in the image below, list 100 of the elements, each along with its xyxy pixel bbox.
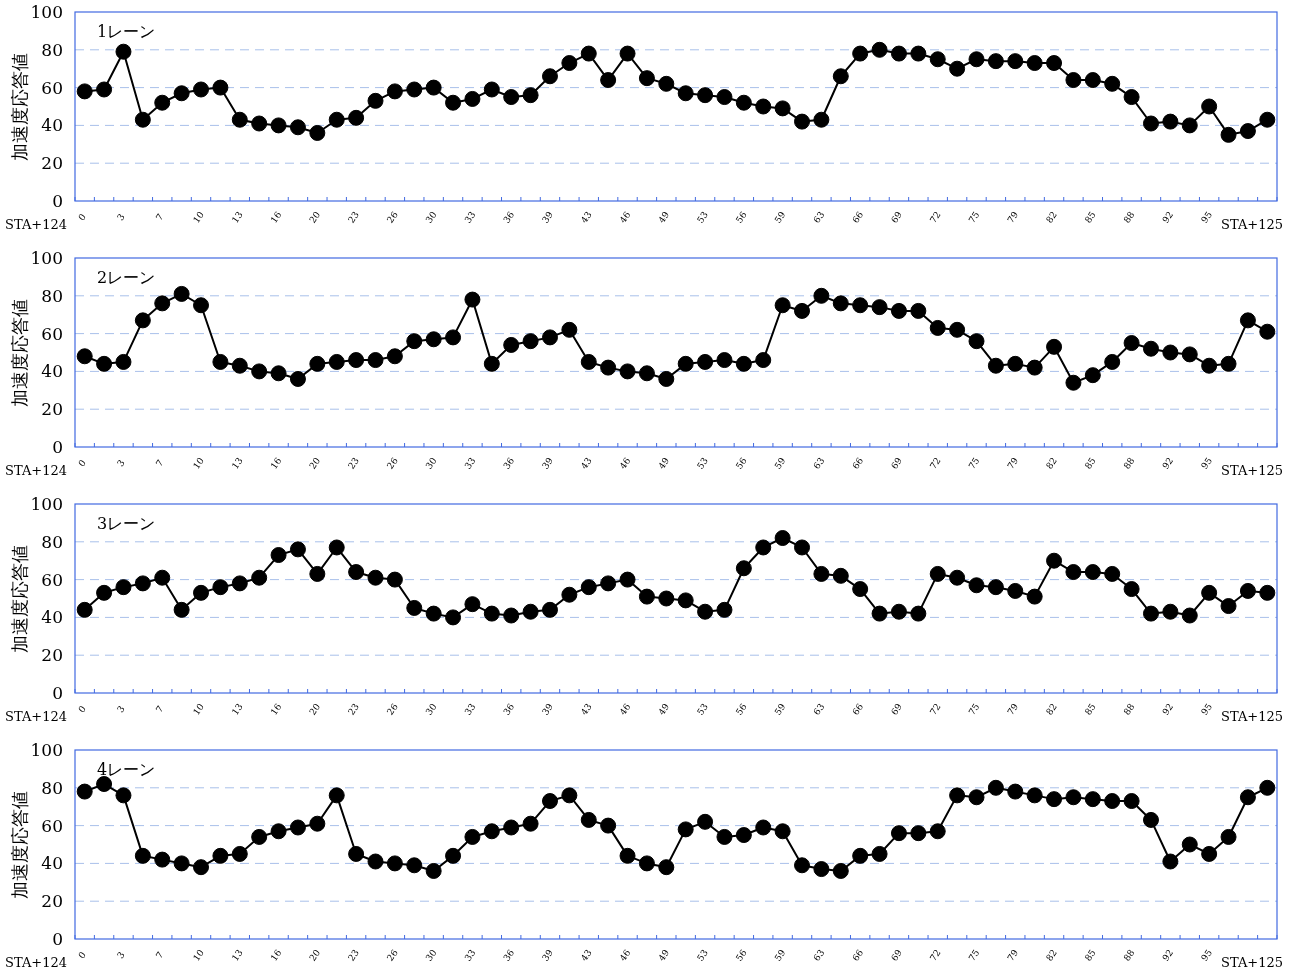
x-tick-label: 79 (1005, 455, 1021, 471)
x-tick-label: 88 (1121, 947, 1137, 963)
x-tick-label: 39 (540, 947, 556, 963)
x-tick-label: 0 (76, 703, 89, 715)
x-tick-label: 85 (1082, 947, 1098, 963)
x-tick-label: 49 (656, 455, 672, 471)
x-tick-label: 39 (540, 701, 556, 717)
y-tick-label: 40 (41, 853, 63, 874)
x-tick-label: 75 (966, 455, 982, 471)
x-tick-label: 66 (850, 701, 866, 717)
x-tick-label: 85 (1082, 209, 1098, 225)
x-tick-label: 13 (229, 947, 245, 963)
y-tick-label: 60 (41, 815, 63, 836)
x-tick-label: 0 (76, 211, 89, 223)
x-tick-label: 92 (1160, 947, 1176, 963)
x-tick-label: 92 (1160, 455, 1176, 471)
x-tick-label: 82 (1044, 947, 1059, 963)
x-tick-label: 16 (268, 947, 284, 963)
x-tick-label: 95 (1199, 701, 1215, 717)
x-tick-label: 30 (423, 209, 439, 225)
x-tick-label: 43 (578, 455, 594, 471)
y-tick-label: 20 (41, 399, 63, 420)
x-tick-label: 59 (772, 701, 788, 717)
x-tick-label: 10 (191, 701, 207, 717)
y-tick-label: 80 (41, 39, 63, 60)
x-tick-label: 63 (811, 701, 827, 717)
x-tick-label: 46 (617, 701, 633, 717)
x-tick-label: 33 (462, 947, 478, 963)
y-tick-label: 80 (41, 777, 63, 798)
x-tick-label: 49 (656, 947, 672, 963)
x-tick-label: 20 (307, 455, 323, 471)
x-tick-label: 43 (578, 209, 594, 225)
x-tick-label: 39 (540, 209, 556, 225)
x-tick-label: 36 (501, 947, 517, 963)
x-tick-label: 53 (695, 209, 711, 225)
y-tick-label: 40 (41, 115, 63, 136)
x-tick-label: 56 (734, 455, 749, 471)
x-tick-label: 59 (772, 947, 788, 963)
text: STA+124 (5, 217, 67, 232)
x-tick-label: 26 (385, 455, 400, 471)
x-tick-label: 46 (617, 947, 633, 963)
x-tick-label: 20 (307, 947, 323, 963)
x-tick-label: 26 (385, 701, 400, 717)
y-tick-label: 40 (41, 607, 63, 628)
x-tick-label: 66 (850, 947, 866, 963)
x-tick-label: 72 (927, 209, 943, 225)
text: STA+124 (5, 955, 67, 969)
x-tick-label: 69 (889, 455, 905, 471)
y-axis-title: 加速度応答値 (9, 790, 30, 899)
x-tick-label: 85 (1082, 455, 1098, 471)
x-tick-label: 30 (423, 455, 439, 471)
x-tick-label: 56 (734, 701, 749, 717)
x-tick-label: 20 (307, 209, 323, 225)
y-tick-label: 100 (30, 248, 63, 268)
y-tick-label: 80 (41, 531, 63, 552)
x-tick-label: 23 (346, 209, 362, 225)
x-tick-label: 95 (1199, 209, 1215, 225)
x-tick-label: 23 (346, 947, 362, 963)
x-tick-label: 7 (154, 211, 166, 223)
x-tick-label: 49 (656, 209, 672, 225)
x-tick-label: 20 (307, 701, 323, 717)
x-tick-label: 66 (850, 455, 866, 471)
text: 3レーン (97, 514, 156, 533)
x-tick-label: 7 (154, 949, 166, 961)
x-tick-label: 53 (695, 455, 711, 471)
y-tick-label: 100 (30, 740, 63, 760)
x-tick-label: 59 (772, 455, 788, 471)
x-tick-label: 13 (229, 701, 245, 717)
x-tick-label: 69 (889, 209, 905, 225)
x-tick-label: 3 (115, 457, 127, 469)
x-tick-label: 10 (191, 947, 207, 963)
text: 4レーン (97, 760, 156, 779)
x-tick-label: 33 (462, 455, 478, 471)
x-tick-label: 46 (617, 455, 633, 471)
x-tick-label: 0 (76, 457, 89, 469)
x-tick-label: 82 (1044, 209, 1059, 225)
y-tick-label: 60 (41, 77, 63, 98)
x-tick-label: 33 (462, 701, 478, 717)
y-axis-title: 加速度応答値 (9, 52, 30, 161)
y-tick-label: 60 (41, 323, 63, 344)
x-tick-label: 30 (423, 947, 439, 963)
x-tick-label: 7 (154, 457, 166, 469)
y-tick-label: 80 (41, 285, 63, 306)
x-tick-label: 63 (811, 209, 827, 225)
x-tick-label: 16 (268, 455, 284, 471)
x-tick-label: 36 (501, 209, 517, 225)
text: STA+124 (5, 463, 67, 478)
y-tick-label: 100 (30, 2, 63, 22)
x-tick-label: 10 (191, 209, 207, 225)
x-tick-label: 43 (578, 701, 594, 717)
x-tick-label: 3 (115, 703, 127, 715)
x-tick-label: 79 (1005, 947, 1021, 963)
x-tick-label: 69 (889, 701, 905, 717)
text: STA+124 (5, 709, 67, 724)
x-tick-label: 79 (1005, 209, 1021, 225)
x-tick-label: 30 (423, 701, 439, 717)
x-tick-label: 7 (154, 703, 166, 715)
x-tick-label: 13 (229, 209, 245, 225)
x-tick-label: 59 (772, 209, 788, 225)
x-tick-label: 36 (501, 701, 517, 717)
